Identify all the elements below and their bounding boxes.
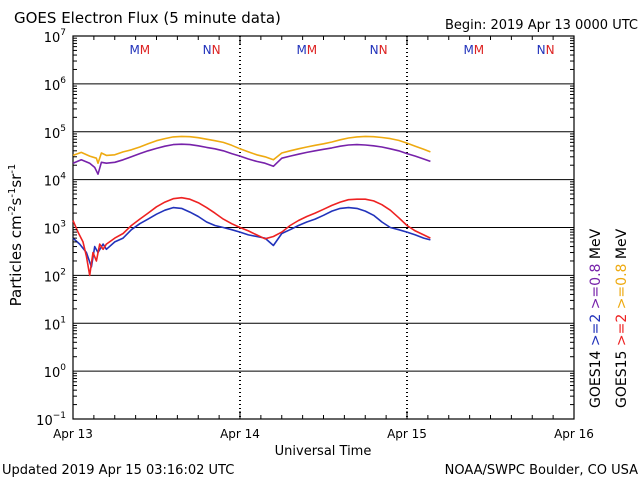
chart-title: GOES Electron Flux (5 minute data) bbox=[14, 9, 281, 27]
credit-label: NOAA/SWPC Boulder, CO USA bbox=[445, 463, 638, 478]
ylabel-part: -1 bbox=[7, 164, 18, 174]
y-tick-label: 105 bbox=[44, 124, 66, 142]
y-tick-label: 100 bbox=[44, 363, 67, 381]
y-tick-label: 104 bbox=[44, 172, 67, 190]
series-line bbox=[72, 206, 431, 268]
x-tick-label: Apr 13 bbox=[53, 427, 93, 441]
marker-label: NN bbox=[537, 43, 555, 57]
x-axis-label: Universal Time bbox=[275, 444, 372, 459]
marker-label: NN bbox=[203, 43, 221, 57]
marker-label: MM bbox=[463, 43, 484, 57]
ylabel-part: s bbox=[7, 197, 25, 205]
x-axis-ticks: Apr 13 Apr 14 Apr 15 Apr 16 bbox=[53, 36, 594, 441]
marker-label: MM bbox=[296, 43, 317, 57]
begin-label: Begin: 2019 Apr 13 0000 UTC bbox=[445, 18, 638, 33]
y-axis-label: Particles cm-2s-1sr-1 bbox=[7, 164, 25, 307]
ylabel-part: -1 bbox=[7, 188, 18, 198]
x-tick-label: Apr 16 bbox=[554, 427, 594, 441]
marker-label: NN bbox=[370, 43, 388, 57]
ylabel-part: Particles cm bbox=[7, 215, 25, 306]
x-tick-label: Apr 14 bbox=[220, 427, 260, 441]
legend: GOES14 >=2 >=0.8 MeV GOES15 >=2 >=0.8 MeV bbox=[588, 228, 630, 408]
marker-label: MM bbox=[129, 43, 150, 57]
y-tick-label: 101 bbox=[44, 315, 66, 333]
y-tick-label: 10−1 bbox=[36, 411, 66, 429]
legend-entry: GOES15 >=2 >=0.8 MeV bbox=[614, 228, 630, 408]
ylabel-part: sr bbox=[7, 173, 25, 188]
y-tick-label: 107 bbox=[44, 28, 66, 46]
series-line bbox=[72, 196, 431, 277]
x-tick-label: Apr 15 bbox=[387, 427, 427, 441]
series-layer bbox=[72, 135, 431, 277]
series-line bbox=[72, 135, 431, 164]
day-markers: MM NN MM NN MM NN bbox=[129, 43, 554, 57]
y-tick-label: 106 bbox=[44, 76, 67, 94]
legend-entry: GOES14 >=2 >=0.8 MeV bbox=[588, 228, 604, 408]
updated-label: Updated 2019 Apr 15 03:16:02 UTC bbox=[2, 463, 234, 478]
y-tick-label: 103 bbox=[44, 220, 66, 238]
ylabel-part: -2 bbox=[7, 205, 18, 215]
series-line bbox=[72, 143, 431, 175]
y-tick-label: 102 bbox=[44, 267, 66, 285]
y-axis-ticks: 107 106 105 104 103 102 101 100 10−1 bbox=[36, 28, 574, 429]
